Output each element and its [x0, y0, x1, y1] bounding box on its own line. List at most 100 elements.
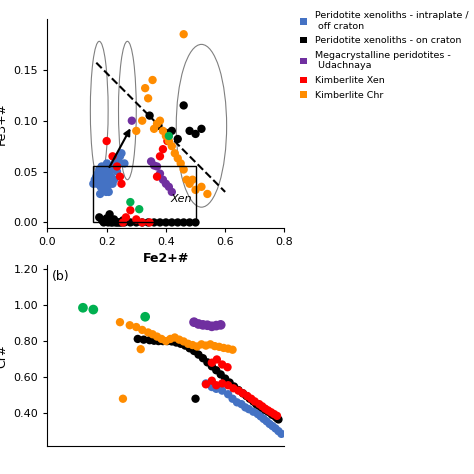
Point [212, 322, 220, 329]
Point [164, 137, 171, 145]
Point [235, 386, 242, 394]
Point [116, 219, 124, 226]
Point [190, 319, 198, 326]
Point [153, 173, 161, 181]
Point [184, 340, 192, 347]
Point [269, 411, 276, 419]
Point [180, 101, 187, 109]
Point [96, 178, 104, 185]
Point [144, 94, 152, 102]
Point [103, 176, 110, 183]
Point [108, 163, 116, 170]
Point [186, 127, 193, 135]
Point [113, 163, 121, 170]
Point [251, 398, 258, 405]
Point [208, 322, 216, 330]
Point [106, 178, 114, 185]
Point [272, 425, 279, 432]
Point [155, 122, 162, 129]
Point [202, 342, 210, 349]
Point [122, 214, 130, 221]
Point [150, 162, 158, 169]
Point [171, 334, 179, 341]
Point [126, 321, 134, 329]
Point [203, 358, 211, 366]
Point [254, 410, 262, 418]
Point [175, 336, 183, 344]
Point [168, 142, 175, 150]
Point [144, 328, 152, 336]
Point [191, 219, 199, 226]
Point [174, 135, 182, 143]
Point [177, 160, 184, 167]
Point [199, 355, 207, 362]
Point [119, 219, 127, 226]
Point [180, 30, 187, 38]
Point [94, 175, 102, 182]
Point [258, 402, 266, 410]
Point [193, 343, 201, 350]
Point [247, 395, 255, 402]
Point [100, 178, 108, 185]
Point [255, 402, 263, 410]
Point [183, 176, 191, 183]
Point [213, 356, 220, 363]
Point [224, 382, 232, 389]
Point [116, 319, 124, 326]
Point [267, 409, 275, 416]
Point [180, 166, 187, 173]
Point [221, 375, 229, 383]
Point [99, 186, 107, 194]
Point [103, 137, 110, 145]
Y-axis label: Fe3+#: Fe3+# [0, 101, 8, 145]
Point [212, 385, 220, 392]
Point [101, 163, 109, 170]
Point [106, 168, 113, 175]
Point [191, 186, 199, 194]
Point [138, 326, 146, 334]
Point [191, 130, 199, 138]
Point [162, 180, 170, 188]
Point [165, 183, 173, 191]
Point [156, 117, 164, 125]
Point [102, 168, 109, 175]
Point [153, 333, 161, 340]
Point [273, 414, 281, 422]
Point [150, 337, 158, 345]
Point [107, 173, 115, 181]
Point [229, 346, 237, 354]
Point [113, 168, 121, 175]
Legend: Peridotite xenoliths - intraplate /
 off craton, Peridotite xenoliths - on crato: Peridotite xenoliths - intraplate / off … [299, 9, 470, 102]
Point [101, 180, 109, 188]
Point [150, 125, 158, 133]
Point [159, 127, 167, 135]
Point [118, 180, 125, 188]
Point [191, 395, 199, 402]
Point [186, 345, 193, 352]
Point [229, 395, 237, 402]
Point [245, 405, 253, 413]
Point [149, 330, 156, 338]
Point [144, 219, 152, 226]
Point [189, 341, 196, 349]
Point [278, 430, 285, 438]
Point [136, 205, 143, 213]
Point [261, 405, 269, 412]
Point [180, 337, 187, 345]
Point [153, 163, 161, 170]
Point [90, 180, 97, 188]
Point [180, 219, 187, 226]
Point [149, 76, 156, 84]
Point [212, 382, 220, 389]
Point [215, 343, 223, 351]
Point [237, 401, 245, 408]
Point [110, 216, 118, 223]
Point [100, 219, 108, 226]
Point [109, 219, 116, 226]
Point [162, 337, 170, 345]
Point [113, 219, 121, 226]
Point [156, 153, 164, 160]
Point [153, 120, 161, 128]
Point [208, 377, 216, 384]
Point [198, 183, 205, 191]
